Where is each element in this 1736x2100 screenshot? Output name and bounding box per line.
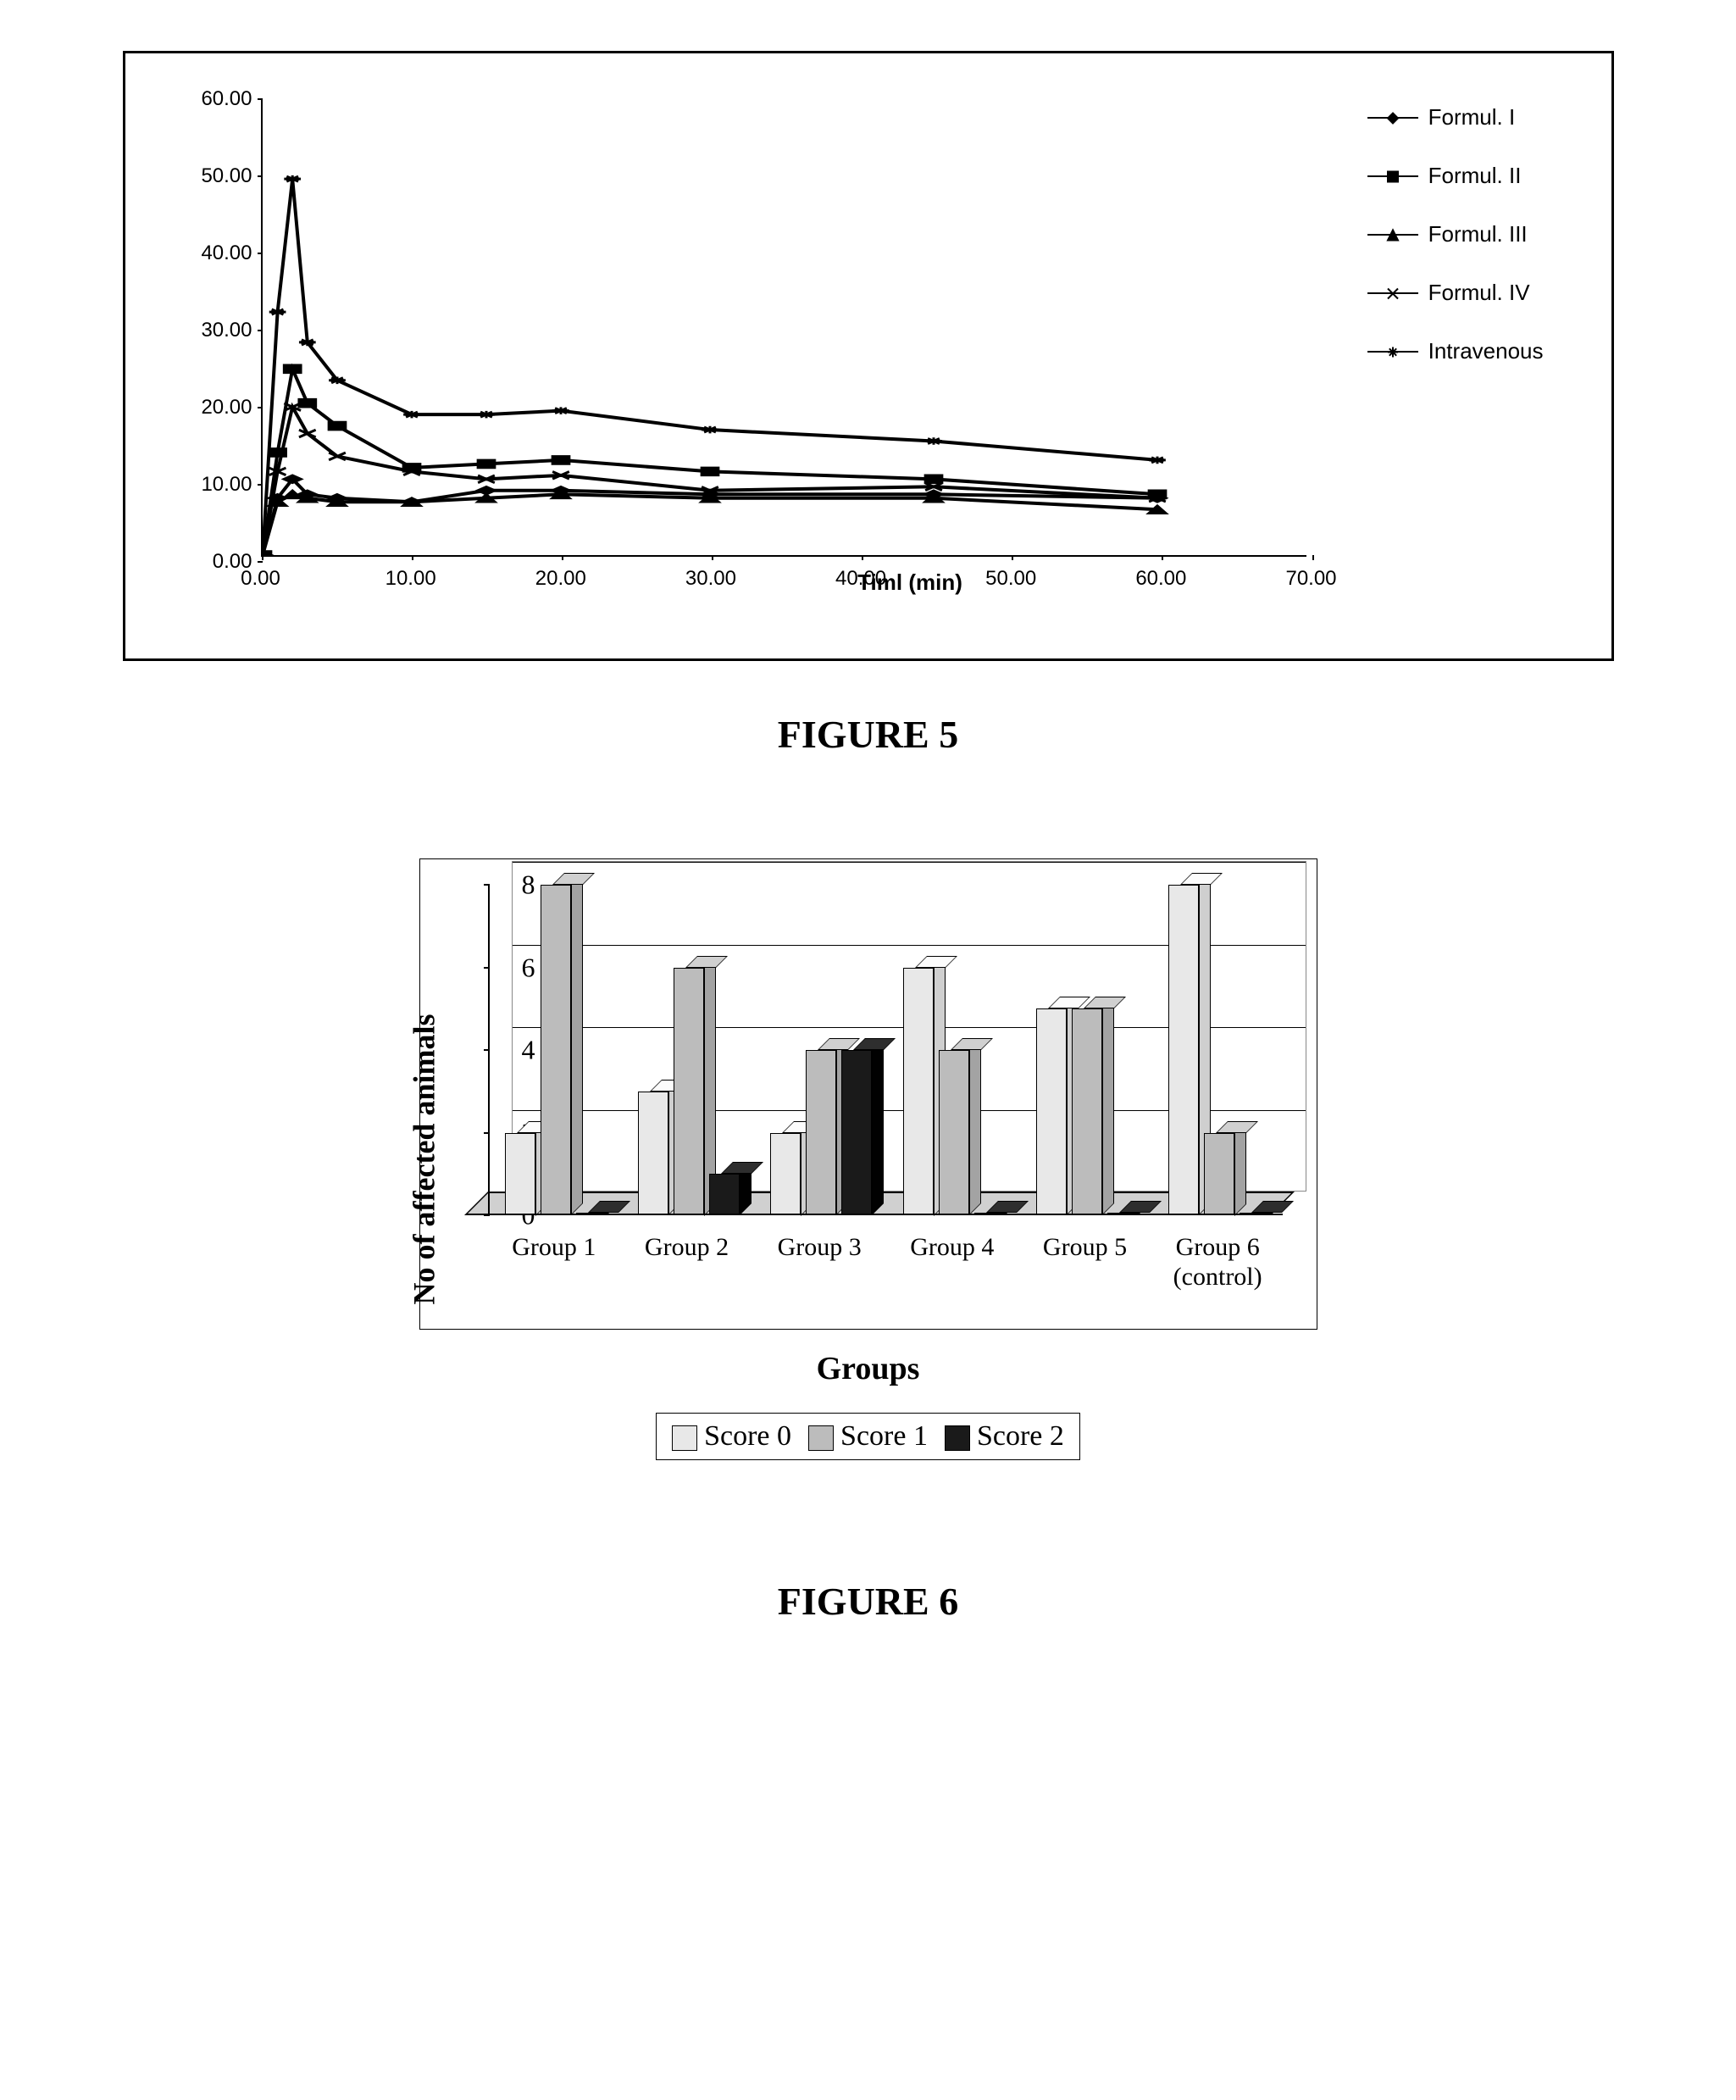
figure5-legend: Formul. I Formul. II Formul. III Formul. IV… (1367, 104, 1544, 397)
figure6-bar (841, 1050, 872, 1215)
figure5-series-marker (702, 468, 718, 475)
figure5-series-marker (284, 491, 301, 498)
figure5-series-marker (925, 437, 942, 445)
figure6-bar (674, 968, 704, 1216)
figure6-x-tick-label: Group 6 (1176, 1233, 1260, 1262)
figure5-series-marker (284, 365, 301, 373)
figure5-x-tick: 40.00 (835, 567, 886, 591)
figure6-bar (1168, 885, 1199, 1215)
figure5-x-tick: 20.00 (535, 567, 586, 591)
figure6-bar (709, 1174, 740, 1215)
figure6-x-axis-title: Groups (360, 1350, 1377, 1387)
figure6-bar-group (1168, 885, 1270, 1215)
figure6-x-tick-label: Group 2 (645, 1233, 729, 1262)
figure6-legend: Score 0 Score 1 Score 2 (656, 1413, 1080, 1460)
figure6-legend-item: Score 0 (672, 1420, 791, 1453)
figure6-legend-item: Score 1 (808, 1420, 928, 1453)
figure6-bar-group (903, 968, 1005, 1216)
figure5-series-marker (329, 422, 346, 430)
figure5-series-marker (552, 457, 569, 464)
figure5-y-tick: 20.00 (159, 396, 261, 419)
figure6-bar-group (1036, 1008, 1138, 1215)
figure5-legend-item: Formul. I (1367, 104, 1544, 131)
figure6-plot-area: 02468 (488, 885, 1283, 1215)
figure6-x-tick-label: Group 3 (778, 1233, 862, 1262)
figure5-y-tick: 60.00 (159, 87, 261, 111)
figure5-y-tick: 50.00 (159, 164, 261, 188)
figure6-bar (1204, 1133, 1234, 1216)
figure5-legend-item: Formul. III (1367, 221, 1544, 247)
figure6-legend-item: Score 2 (945, 1420, 1064, 1453)
figure5-legend-item: Intravenous (1367, 338, 1544, 364)
figure6-x-tick-label: Group 4 (910, 1233, 994, 1262)
figure5-series-line (263, 369, 1157, 555)
figure5-series-marker (1149, 506, 1166, 514)
figure6-wrapper: No of affected animals 02468 Group 1Grou… (360, 858, 1377, 1460)
figure5-legend-item: Formul. IV (1367, 280, 1544, 306)
figure5-series-marker (552, 407, 569, 414)
figure5-legend-item: Formul. II (1367, 163, 1544, 189)
figure5-series-marker (329, 376, 346, 384)
figure5-y-tick: 40.00 (159, 242, 261, 265)
figure5-svg (263, 99, 1306, 555)
figure5-caption: FIGURE 5 (76, 712, 1660, 757)
figure5-x-tick: 70.00 (1285, 567, 1336, 591)
figure6-bar (541, 885, 571, 1215)
figure5-series-marker (403, 411, 420, 419)
figure5-x-tick: 50.00 (985, 567, 1036, 591)
figure5-series-marker (269, 308, 286, 316)
figure6-bar (638, 1092, 668, 1215)
figure6-bar-group (505, 885, 607, 1215)
figure6-x-tick-label: Group 5 (1043, 1233, 1127, 1262)
figure5-series-marker (478, 460, 495, 468)
figure5-series-marker (298, 339, 315, 347)
figure6-bar (505, 1133, 535, 1216)
figure6-panel: 02468 Group 1 Group 2 Group 3 Group 4 Group … (419, 858, 1317, 1330)
figure6-x-tick-label: (control) (1173, 1263, 1262, 1292)
figure5-series-marker (478, 411, 495, 419)
figure5-series-marker (284, 175, 301, 183)
figure5-series-marker (702, 426, 718, 434)
figure5-series-marker (925, 475, 942, 483)
figure5-series-marker (298, 399, 315, 407)
figure5-line-chart: Formul. I Formul. II Formul. III Formul. IV… (159, 87, 1578, 625)
figure6-caption: FIGURE 6 (76, 1579, 1660, 1624)
figure5-series-marker (284, 475, 301, 483)
figure5-series-marker (478, 494, 495, 502)
figure6-legend-wrap: Score 0 Score 1 Score 2 (360, 1387, 1377, 1460)
figure6-baseline (488, 1214, 1283, 1215)
figure5-x-tick: 30.00 (685, 567, 736, 591)
figure6-bar-group (770, 1050, 872, 1215)
figure6-bar (770, 1133, 801, 1216)
figure5-plot-area (261, 99, 1306, 557)
figure5-x-tick: 10.00 (385, 567, 436, 591)
figure6-x-tick-label: Group 1 (512, 1233, 596, 1262)
figure6-bar (806, 1050, 836, 1215)
figure5-y-tick: 30.00 (159, 319, 261, 342)
figure6-bar (1036, 1008, 1067, 1215)
figure6-bar (903, 968, 934, 1216)
figure5-x-tick: 0.00 (241, 567, 280, 591)
figure5-container: Formul. I Formul. II Formul. III Formul. IV… (123, 51, 1614, 661)
figure6-bar (1072, 1008, 1102, 1215)
figure6-bar-group (638, 968, 740, 1216)
page: Formul. I Formul. II Formul. III Formul. IV… (0, 0, 1736, 2100)
figure6-bar (939, 1050, 969, 1215)
figure5-y-tick: 10.00 (159, 473, 261, 497)
figure5-series-line (263, 494, 1157, 555)
figure5-x-tick: 60.00 (1135, 567, 1186, 591)
figure5-series-marker (1149, 457, 1166, 464)
figure6-bar-chart: 02468 Group 1 Group 2 Group 3 Group 4 Group … (437, 885, 1300, 1308)
